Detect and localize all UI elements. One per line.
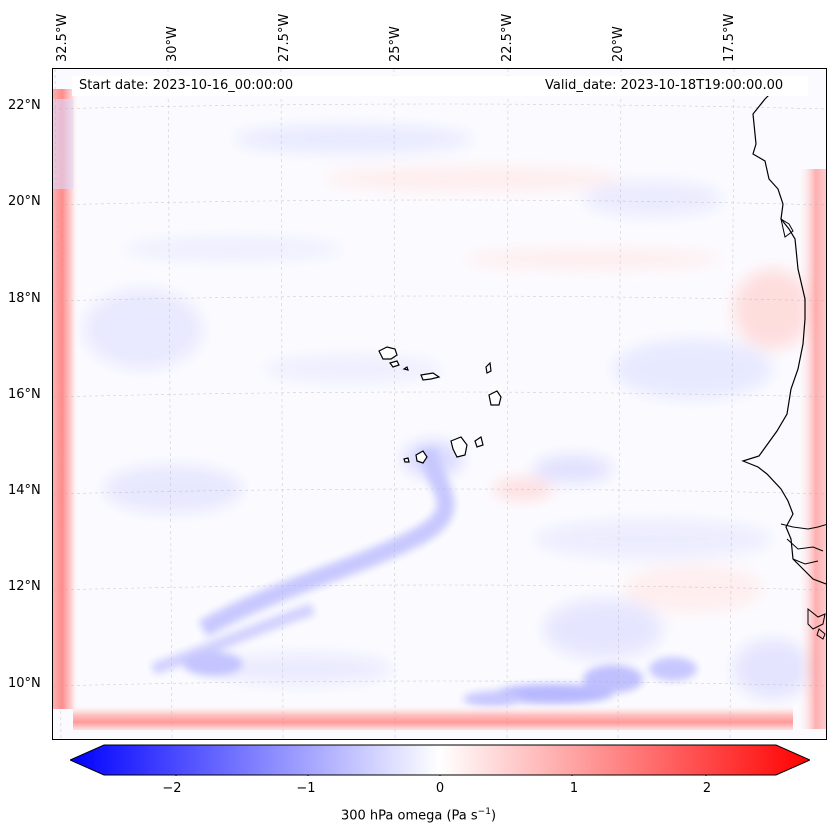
coastal-details <box>780 217 826 640</box>
bottom-edge-band <box>73 704 793 730</box>
colorbar <box>70 744 810 776</box>
left-edge-band <box>53 89 79 709</box>
lat-label-16n: 16°N <box>8 387 41 402</box>
africa-coastline <box>741 88 826 585</box>
colorbar-tick-1: 1 <box>569 781 579 796</box>
lat-label-12n: 12°N <box>8 579 41 594</box>
valid-date-label: Valid_date: 2023-10-18T19:00:00.00 <box>545 78 784 93</box>
blue-band <box>151 447 455 676</box>
left-top-blue <box>53 99 73 189</box>
map-panel <box>52 68 827 740</box>
cape-verde-islands <box>378 346 502 464</box>
lon-label-17-5w: 17.5°W <box>722 13 737 62</box>
colorbar-body <box>70 744 810 776</box>
lon-label-20w: 20°W <box>611 26 626 62</box>
field-texture <box>83 125 813 699</box>
start-date-label: Start date: 2023-10-16_00:00:00 <box>79 78 294 93</box>
gridlines <box>53 69 826 739</box>
lat-label-10n: 10°N <box>8 676 41 691</box>
lon-label-27-5w: 27.5°W <box>277 13 292 62</box>
header-banner <box>72 76 808 96</box>
colorbar-tick-minus-2: −2 <box>162 781 182 796</box>
lon-label-30w: 30°W <box>165 26 180 62</box>
colorbar-tick-0: 0 <box>435 781 445 796</box>
colorbar-label-close: ) <box>490 808 497 824</box>
colorbar-tick-minus-1: −1 <box>296 781 316 796</box>
colorbar-label: 300 hPa omega (Pa s−1) <box>0 807 837 823</box>
lat-label-20n: 20°N <box>8 194 41 209</box>
colorbar-tick-2: 2 <box>702 781 712 796</box>
lat-label-14n: 14°N <box>8 483 41 498</box>
colorbar-label-exponent: −1 <box>477 807 491 817</box>
bottom-blue-patches <box>463 657 697 707</box>
right-edge-band <box>797 169 826 729</box>
colorbar-label-text: 300 hPa omega (Pa s <box>340 808 478 824</box>
omega-field-map <box>53 69 826 739</box>
lat-label-22n: 22°N <box>8 98 41 113</box>
lon-label-32-5w: 32.5°W <box>55 13 70 62</box>
lon-label-25w: 25°W <box>388 26 403 62</box>
lon-label-22-5w: 22.5°W <box>500 13 515 62</box>
colorbar-ticks <box>175 775 707 776</box>
lat-label-18n: 18°N <box>8 291 41 306</box>
